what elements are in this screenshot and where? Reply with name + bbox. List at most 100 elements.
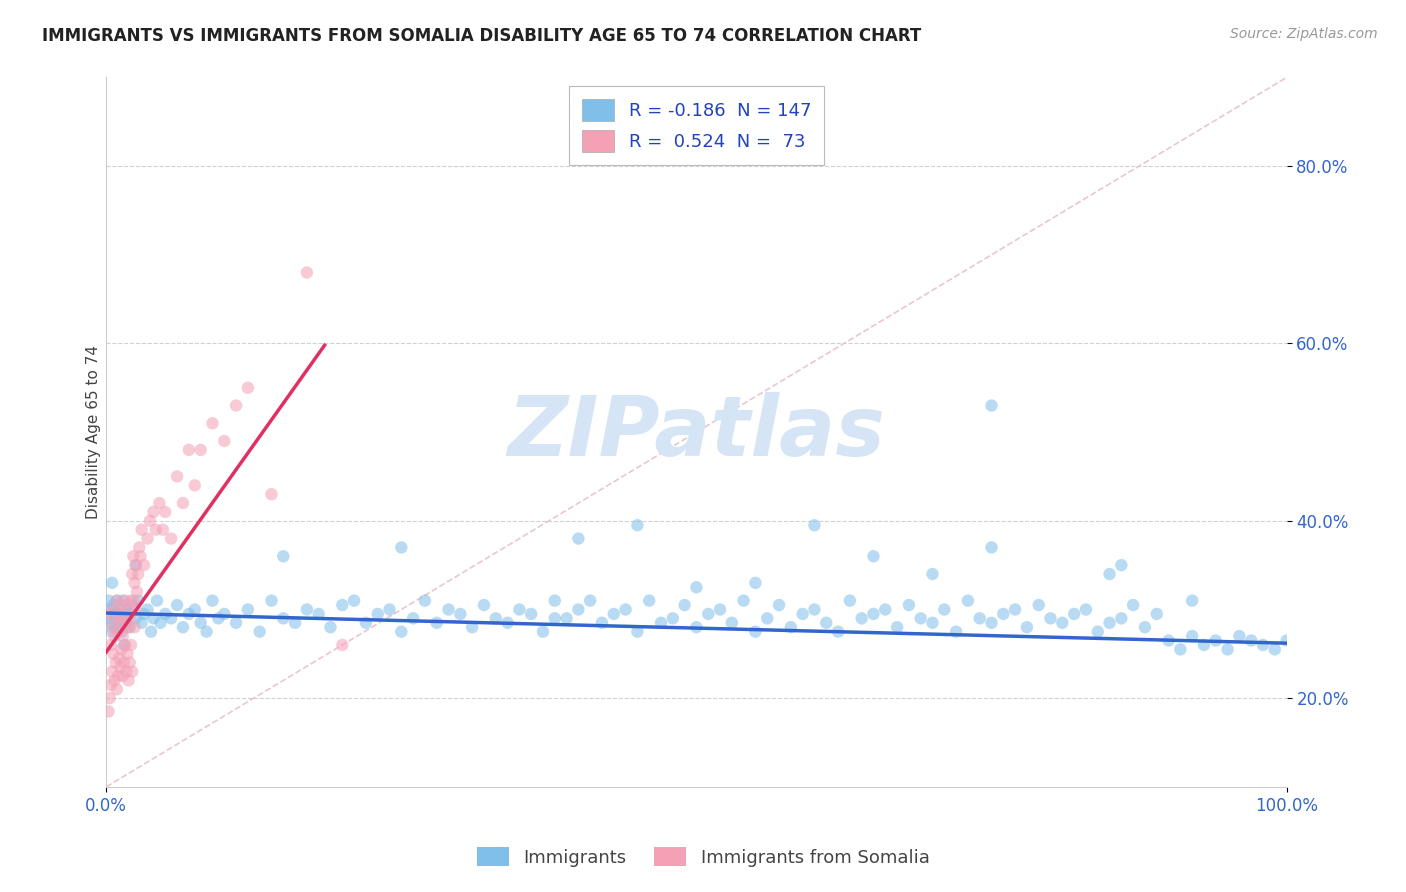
Point bbox=[1251, 638, 1274, 652]
Point bbox=[1063, 607, 1085, 621]
Point bbox=[100, 678, 122, 692]
Point bbox=[1264, 642, 1286, 657]
Point bbox=[184, 602, 207, 616]
Point bbox=[756, 611, 779, 625]
Point bbox=[103, 647, 125, 661]
Point bbox=[110, 642, 132, 657]
Point bbox=[343, 593, 366, 607]
Point bbox=[155, 505, 177, 519]
Point bbox=[721, 615, 744, 630]
Point bbox=[172, 496, 194, 510]
Point bbox=[271, 611, 294, 625]
Point bbox=[980, 399, 1002, 413]
Point bbox=[97, 593, 120, 607]
Point bbox=[685, 580, 707, 594]
Point bbox=[103, 602, 125, 616]
Point bbox=[555, 611, 578, 625]
Point bbox=[124, 620, 146, 634]
Point bbox=[190, 442, 212, 457]
Text: IMMIGRANTS VS IMMIGRANTS FROM SOMALIA DISABILITY AGE 65 TO 74 CORRELATION CHART: IMMIGRANTS VS IMMIGRANTS FROM SOMALIA DI… bbox=[42, 27, 921, 45]
Point bbox=[544, 611, 567, 625]
Point bbox=[107, 624, 129, 639]
Point bbox=[96, 611, 118, 625]
Point bbox=[118, 656, 141, 670]
Point bbox=[614, 602, 637, 616]
Point bbox=[308, 607, 330, 621]
Point bbox=[115, 620, 138, 634]
Point bbox=[121, 665, 143, 679]
Point bbox=[426, 615, 449, 630]
Point bbox=[110, 598, 132, 612]
Point bbox=[115, 615, 138, 630]
Point bbox=[118, 673, 141, 688]
Point bbox=[496, 615, 519, 630]
Point bbox=[803, 602, 825, 616]
Point bbox=[815, 615, 838, 630]
Point bbox=[101, 620, 124, 634]
Point bbox=[190, 615, 212, 630]
Point bbox=[1004, 602, 1026, 616]
Point bbox=[567, 532, 589, 546]
Point bbox=[117, 602, 139, 616]
Point bbox=[177, 607, 200, 621]
Point bbox=[236, 381, 259, 395]
Point bbox=[284, 615, 307, 630]
Point bbox=[120, 593, 142, 607]
Point bbox=[155, 607, 177, 621]
Point bbox=[1205, 633, 1227, 648]
Point bbox=[626, 624, 648, 639]
Point bbox=[108, 615, 131, 630]
Point bbox=[142, 611, 165, 625]
Point bbox=[1216, 642, 1239, 657]
Point bbox=[160, 611, 183, 625]
Point bbox=[1240, 633, 1263, 648]
Point bbox=[768, 598, 790, 612]
Point bbox=[149, 615, 172, 630]
Point bbox=[792, 607, 814, 621]
Point bbox=[121, 567, 143, 582]
Point bbox=[160, 532, 183, 546]
Point bbox=[139, 514, 162, 528]
Point bbox=[136, 602, 159, 616]
Point bbox=[673, 598, 696, 612]
Point bbox=[910, 611, 932, 625]
Point bbox=[437, 602, 460, 616]
Point bbox=[184, 478, 207, 492]
Point bbox=[875, 602, 897, 616]
Point bbox=[125, 558, 148, 573]
Point bbox=[1133, 620, 1156, 634]
Point bbox=[225, 615, 247, 630]
Point bbox=[650, 615, 672, 630]
Point bbox=[105, 593, 128, 607]
Point bbox=[101, 665, 124, 679]
Point bbox=[934, 602, 956, 616]
Point bbox=[108, 607, 131, 621]
Point bbox=[1227, 629, 1250, 643]
Point bbox=[122, 549, 145, 564]
Point bbox=[120, 638, 142, 652]
Point bbox=[779, 620, 801, 634]
Point bbox=[101, 575, 124, 590]
Point bbox=[603, 607, 626, 621]
Point bbox=[249, 624, 271, 639]
Text: Source: ZipAtlas.com: Source: ZipAtlas.com bbox=[1230, 27, 1378, 41]
Point bbox=[921, 567, 943, 582]
Point bbox=[107, 669, 129, 683]
Point bbox=[838, 593, 860, 607]
Point bbox=[260, 487, 283, 501]
Point bbox=[201, 593, 224, 607]
Point bbox=[146, 593, 169, 607]
Point bbox=[389, 541, 412, 555]
Point bbox=[1122, 598, 1144, 612]
Point bbox=[124, 575, 146, 590]
Point bbox=[685, 620, 707, 634]
Point bbox=[1181, 593, 1204, 607]
Point bbox=[733, 593, 755, 607]
Y-axis label: Disability Age 65 to 74: Disability Age 65 to 74 bbox=[86, 345, 101, 519]
Point bbox=[567, 602, 589, 616]
Point bbox=[508, 602, 530, 616]
Point bbox=[461, 620, 484, 634]
Point bbox=[110, 660, 132, 674]
Point bbox=[127, 593, 149, 607]
Point bbox=[136, 532, 159, 546]
